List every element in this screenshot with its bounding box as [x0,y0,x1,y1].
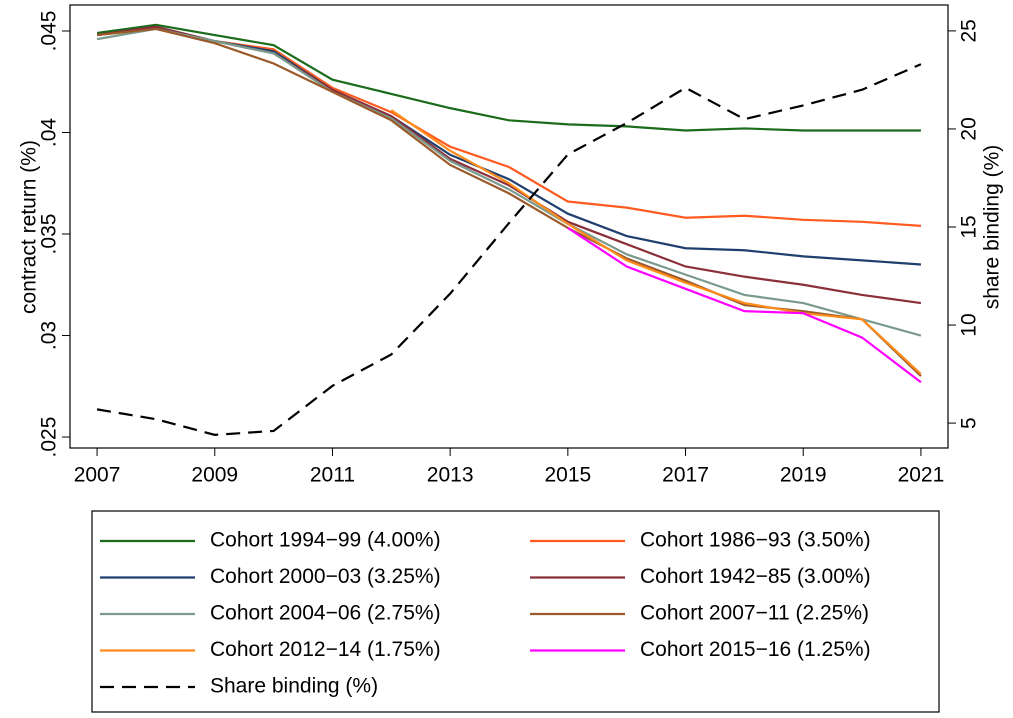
x-tick-label: 2015 [544,464,591,487]
plot-frame [69,4,949,449]
legend-label: Cohort 2007−11 (2.25%) [640,602,869,625]
y2-tick-label: 5 [958,417,981,429]
x-tick-label: 2019 [780,464,827,487]
y2-axis-label: share binding (%) [981,145,1004,310]
y-tick-label: .025 [38,417,61,458]
series-line [390,109,922,375]
x-tick-label: 2013 [427,464,474,487]
y2-tick-label: 20 [958,117,981,140]
series-line [96,27,922,337]
legend-label: Cohort 2004−06 (2.75%) [210,602,441,625]
series-line [96,25,922,227]
legend-frame [91,510,940,713]
legend-label: Share binding (%) [210,675,378,698]
legend-label: Cohort 2015−16 (1.25%) [640,638,871,661]
x-tick-label: 2011 [310,464,355,487]
y2-tick-label: 25 [958,19,981,42]
legend-label: Cohort 2000−03 (3.25%) [210,565,441,588]
y2-tick-label: 10 [958,313,981,336]
series-line [567,227,922,384]
series-line [96,63,922,436]
series-line [96,25,922,266]
y-tick-label: .035 [38,214,61,255]
y-tick-label: .04 [38,118,61,148]
legend-label: Cohort 1994−99 (4.00%) [210,529,441,552]
legend-label: Cohort 1986−93 (3.50%) [640,529,871,552]
x-tick-label: 2021 [898,464,945,487]
y2-tick-label: 15 [958,215,981,238]
series-line [96,25,922,305]
x-tick-label: 2007 [74,464,121,487]
y-tick-label: .03 [38,321,61,350]
legend-label: Cohort 1942−85 (3.00%) [640,565,871,588]
y-tick-label: .045 [38,11,61,52]
series-line [96,23,921,132]
legend-label: Cohort 2012−14 (1.75%) [210,638,441,661]
y-axis-label: contract return (%) [18,140,41,314]
x-tick-label: 2017 [662,464,709,487]
series-line [96,27,922,377]
x-tick-label: 2009 [191,464,238,487]
